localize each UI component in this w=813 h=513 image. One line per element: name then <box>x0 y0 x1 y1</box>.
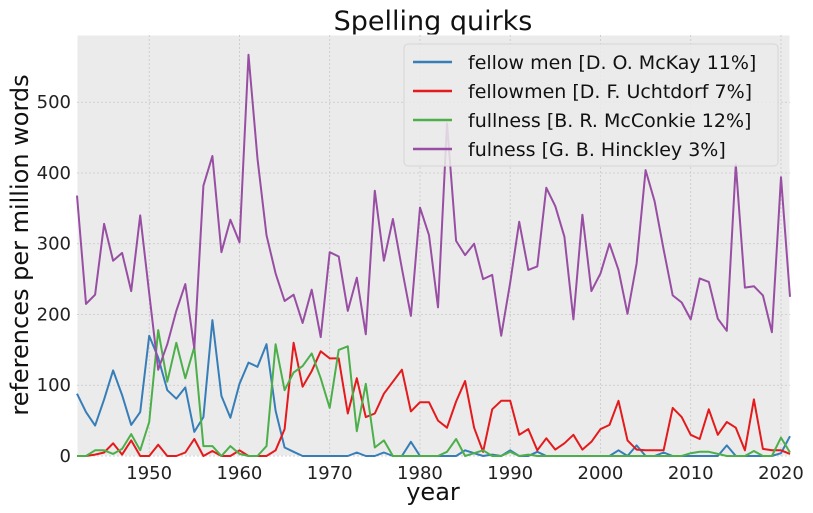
legend: fellow men [D. O. McKay 11%] fellowmen [D… <box>403 43 779 167</box>
legend-label: fullness [B. R. McConkie 12%] <box>468 110 751 132</box>
x-tick-label: 1980 <box>397 463 443 484</box>
y-tick-label: 400 <box>37 163 71 184</box>
ticks: 1950 1960 1970 1980 1990 2000 2010 2020 0 100 200 3… <box>37 92 804 484</box>
x-tick-label: 2000 <box>578 463 624 484</box>
y-tick-label: 100 <box>37 375 71 396</box>
x-axis-title: year <box>406 478 460 506</box>
series-line-3 <box>77 329 791 457</box>
x-tick-label: 1960 <box>217 463 263 484</box>
y-tick-label: 500 <box>37 92 71 113</box>
x-tick-label: 2010 <box>668 463 714 484</box>
series-line-4 <box>76 53 791 371</box>
x-tick-label: 1950 <box>126 463 172 484</box>
x-tick-label: 2020 <box>758 463 804 484</box>
legend-box <box>403 43 779 167</box>
series-line-2 <box>77 341 791 457</box>
x-tick-label: 1990 <box>487 463 533 484</box>
y-tick-label: 300 <box>37 234 71 255</box>
y-axis-title: references per million words <box>6 74 34 415</box>
series-layer <box>76 53 791 457</box>
y-tick-label: 200 <box>37 304 71 325</box>
y-tick-label: 0 <box>60 446 71 467</box>
legend-label: fellow men [D. O. McKay 11%] <box>468 52 756 74</box>
x-tick-label: 1970 <box>307 463 353 484</box>
legend-label: fulness [G. B. Hinckley 3%] <box>468 139 726 161</box>
chart-title: Spelling quirks <box>334 6 533 37</box>
legend-label: fellowmen [D. F. Uchtdorf 7%] <box>468 81 752 103</box>
